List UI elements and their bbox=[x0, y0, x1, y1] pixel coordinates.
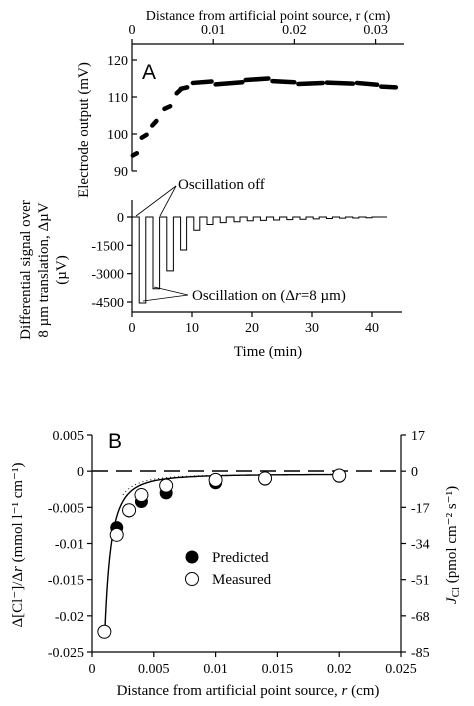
distance-tick-label: 0.01 bbox=[201, 23, 226, 38]
b-left-axis-title: Δ[Cl⁻]/Δr (mmol l⁻¹ cm⁻¹) bbox=[10, 463, 26, 628]
b-y-tick-label: -0.015 bbox=[48, 574, 84, 589]
signal-y-tick-label: -1500 bbox=[91, 239, 124, 254]
legend-predicted-marker bbox=[185, 550, 199, 564]
measured-point bbox=[332, 468, 347, 483]
b-right-axis-title: JCl (pmol cm⁻² s⁻¹) bbox=[444, 486, 462, 604]
panel-b-chart: 0 0.005 0.01 0.015 0.02 0.025 0.005 0 -0.005 -0.… bbox=[10, 429, 462, 699]
electrode-y-tick-label: 120 bbox=[107, 54, 128, 69]
electrode-output-segment bbox=[324, 80, 356, 86]
signal-y-tick-label: -3000 bbox=[91, 268, 124, 283]
differential-signal-trace bbox=[132, 216, 387, 304]
b-y2-tick-label: -51 bbox=[411, 574, 430, 589]
electrode-output-segment bbox=[270, 78, 297, 85]
measured-point bbox=[159, 478, 174, 493]
legend-predicted-label: Predicted bbox=[212, 550, 269, 566]
b-y2-tick-label: -17 bbox=[411, 501, 430, 516]
b-x-axis-title: Distance from artificial point source, r… bbox=[117, 683, 380, 699]
measured-fit-curve bbox=[122, 473, 340, 496]
b-x-tick-label: 0.015 bbox=[262, 662, 294, 677]
legend-measured-label: Measured bbox=[212, 572, 272, 588]
electrode-y-tick-label: 90 bbox=[114, 165, 128, 180]
b-x-tick-label: 0.025 bbox=[385, 662, 417, 677]
electrode-output-segment bbox=[130, 150, 140, 158]
electrode-y-tick-label: 100 bbox=[107, 128, 128, 143]
measured-point bbox=[208, 472, 223, 487]
measured-point bbox=[134, 488, 149, 503]
electrode-output-segment bbox=[162, 104, 173, 112]
signal-y-tick-label: -4500 bbox=[91, 296, 124, 311]
b-x-tick-label: 0.01 bbox=[203, 662, 228, 677]
electrode-output-segment bbox=[213, 79, 245, 87]
electrode-y-tick-label: 110 bbox=[108, 91, 128, 106]
annotation-on-pointer-2 bbox=[153, 286, 189, 296]
measured-point bbox=[122, 503, 137, 518]
signal-y-axis-title-line2: 8 µm translation, ΔµV bbox=[36, 202, 52, 337]
electrode-output-segment bbox=[354, 80, 380, 88]
measured-point bbox=[109, 527, 124, 542]
predicted-fit-curve bbox=[104, 473, 340, 629]
signal-y-axis-title: Differential signal over bbox=[18, 200, 34, 340]
b-y-tick-label: -0.025 bbox=[48, 646, 84, 661]
electrode-output-segment bbox=[296, 80, 326, 87]
time-axis-title: Time (min) bbox=[234, 344, 302, 360]
b-x-tick-label: 0 bbox=[89, 662, 96, 677]
electrode-y-axis-title: Electrode output (mV) bbox=[76, 62, 92, 198]
panel-a-electrode-chart: Distance from artificial point source, r… bbox=[76, 9, 404, 198]
signal-y-tick-label: 0 bbox=[117, 211, 124, 226]
b-y-tick-label: 0.005 bbox=[53, 429, 85, 444]
annotation-on-pointer-1 bbox=[142, 294, 189, 302]
distance-tick-label: 0 bbox=[129, 23, 136, 38]
electrode-output-segment bbox=[150, 118, 159, 128]
time-tick-label: 30 bbox=[305, 321, 319, 336]
distance-axis-title: Distance from artificial point source, r… bbox=[146, 9, 391, 24]
b-y2-tick-label: 17 bbox=[411, 429, 425, 444]
b-y2-tick-label: -34 bbox=[411, 538, 430, 553]
b-y-tick-label: 0 bbox=[77, 465, 84, 480]
electrode-output-segment bbox=[190, 79, 214, 86]
legend-measured-marker bbox=[185, 572, 199, 586]
signal-y-axis-title-line3: (µV) bbox=[54, 255, 70, 284]
distance-tick-label: 0.03 bbox=[363, 23, 388, 38]
electrode-output-segment bbox=[178, 85, 190, 92]
measured-point bbox=[97, 624, 112, 639]
annotation-off-pointer-1 bbox=[135, 185, 177, 217]
time-tick-label: 20 bbox=[245, 321, 259, 336]
annotation-off-pointer-2 bbox=[159, 185, 177, 217]
b-y2-tick-label: -85 bbox=[411, 646, 430, 661]
measured-point bbox=[258, 471, 273, 486]
annotation-oscillation-off: Oscillation off bbox=[178, 177, 265, 193]
time-tick-label: 10 bbox=[185, 321, 199, 336]
b-y-tick-label: -0.02 bbox=[55, 610, 84, 625]
b-x-tick-label: 0.02 bbox=[327, 662, 352, 677]
time-tick-label: 40 bbox=[365, 321, 379, 336]
panel-a-signal-chart: 0 10 20 30 40 0 -1500 -3000 -4500 Time (min) Di… bbox=[18, 177, 402, 360]
time-tick-label: 0 bbox=[129, 321, 136, 336]
b-y-tick-label: -0.005 bbox=[48, 501, 84, 516]
electrode-output-segment bbox=[139, 132, 149, 140]
b-y2-tick-label: 0 bbox=[411, 465, 418, 480]
annotation-oscillation-on: Oscillation on (Δr=8 µm) bbox=[192, 288, 346, 304]
distance-tick-label: 0.02 bbox=[282, 23, 307, 38]
b-x-tick-label: 0.005 bbox=[138, 662, 170, 677]
panel-label-a: A bbox=[142, 61, 156, 84]
panel-label-b: B bbox=[108, 430, 122, 453]
electrode-output-segment bbox=[243, 76, 271, 83]
b-y2-tick-label: -68 bbox=[411, 610, 430, 625]
electrode-output-segment bbox=[379, 84, 399, 90]
b-y-tick-label: -0.01 bbox=[55, 538, 84, 553]
